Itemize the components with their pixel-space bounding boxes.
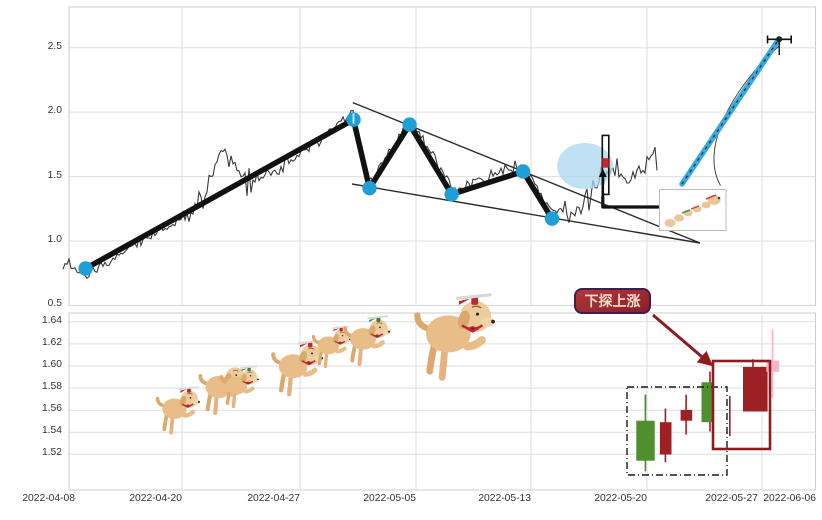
svg-text:下探上涨: 下探上涨 — [585, 293, 641, 309]
